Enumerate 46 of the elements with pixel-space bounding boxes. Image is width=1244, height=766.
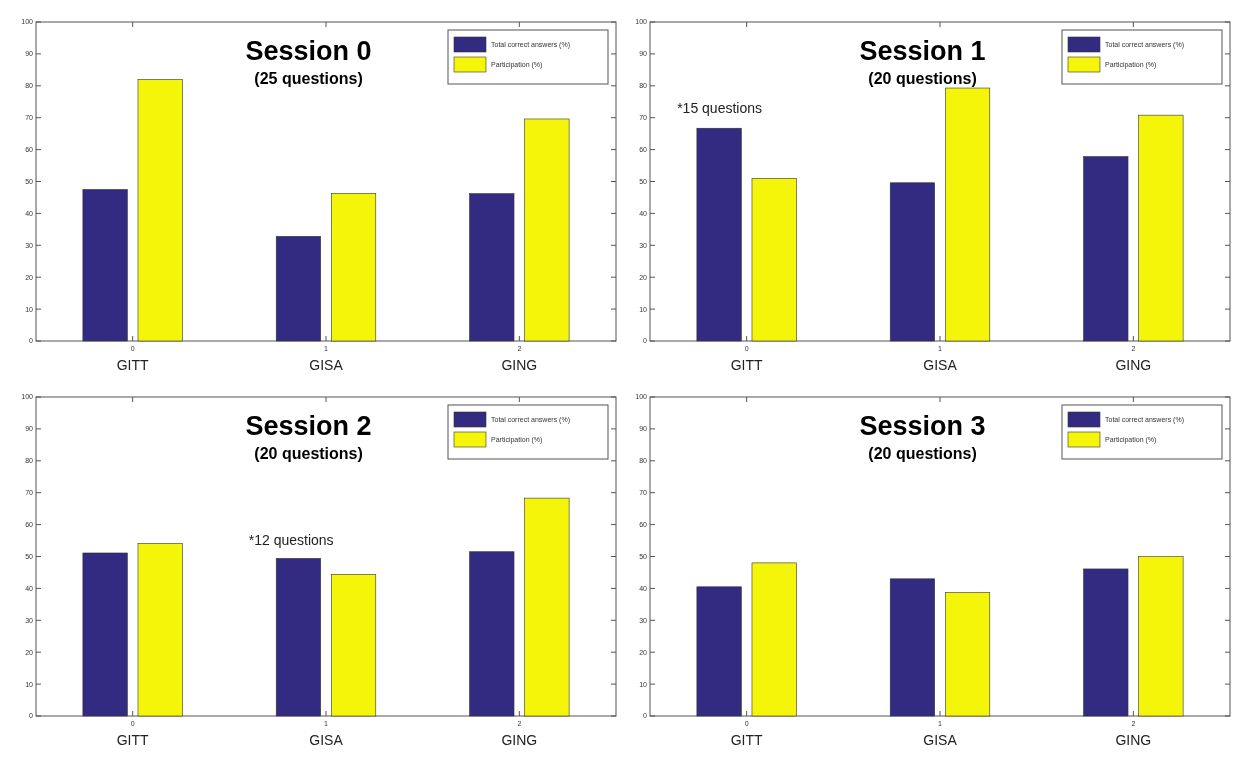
text: GITT (116, 732, 150, 748)
text: GITT (730, 732, 764, 748)
bar (331, 574, 377, 717)
text: (20 questions) (868, 445, 977, 462)
text: GISA (923, 732, 958, 748)
text: (20 questions) (254, 445, 363, 462)
text: Session 1 (859, 36, 986, 66)
bar (751, 178, 797, 342)
bar (469, 551, 515, 717)
text: GISA (923, 357, 958, 373)
text: GING (501, 732, 538, 748)
text: GISA (309, 732, 344, 748)
bar (524, 497, 570, 717)
bar (889, 578, 935, 717)
text: GITT (730, 357, 764, 373)
bar (524, 118, 570, 342)
bar (696, 586, 742, 717)
bar (1138, 556, 1184, 717)
bar (1083, 568, 1129, 717)
bar (275, 558, 321, 717)
bar (945, 592, 991, 717)
bar (331, 193, 377, 342)
bar (469, 193, 515, 342)
bar (82, 189, 128, 342)
bar (945, 87, 991, 342)
text: (25 questions) (254, 70, 363, 87)
bar (1083, 156, 1129, 342)
bar (82, 552, 128, 717)
bar (889, 182, 935, 342)
text: GITT (116, 357, 150, 373)
text: Session 2 (245, 411, 372, 441)
annotation: *12 questions (248, 532, 334, 549)
text: GING (1115, 357, 1152, 373)
text: GING (1115, 732, 1152, 748)
annotation: *15 questions (677, 99, 763, 116)
text: Session 0 (245, 36, 372, 66)
bar (751, 562, 797, 717)
text: (20 questions) (868, 70, 977, 87)
text: GISA (309, 357, 344, 373)
text: GING (501, 357, 538, 373)
text: Session 3 (859, 411, 986, 441)
bar (696, 127, 742, 342)
bar (1138, 114, 1184, 342)
bar (275, 236, 321, 342)
bar (137, 79, 183, 342)
bar (137, 543, 183, 717)
